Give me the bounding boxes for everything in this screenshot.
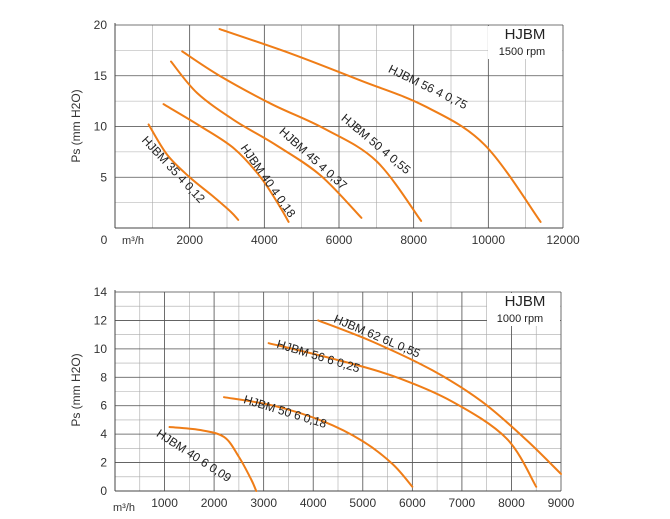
- x-tick-label: 8000: [400, 233, 427, 247]
- x-tick-label: 9000: [548, 496, 575, 510]
- series-label-0: HJBM 35 4 0,12: [139, 133, 208, 206]
- series-line-3: [181, 50, 423, 222]
- chart-1500rpm: 5 10 15 20 0 2000 4000 6000 8000 10000 12000 m³/h Ps…: [69, 18, 580, 247]
- series-line-1: [223, 396, 414, 488]
- y-tick-label: 5: [100, 170, 107, 184]
- chart-1000rpm: 0 2 4 6 8 10 12 14 1000 2000 3000 4000 5000 6000 7000 8…: [69, 285, 575, 514]
- y-axis-label: Ps (mm H2O): [69, 353, 83, 426]
- y-tick-label: 12: [94, 313, 108, 327]
- series-label-1: HJBM 50 6 0,18: [242, 392, 329, 431]
- x-tick-label: 7000: [449, 496, 476, 510]
- x-tick-label: 8000: [498, 496, 525, 510]
- x-tick-label: 4000: [251, 233, 278, 247]
- series-line-0: [168, 426, 258, 492]
- y-tick-label: 20: [94, 18, 108, 32]
- series-line-2: [170, 60, 363, 219]
- x-tick-label: 2000: [201, 496, 228, 510]
- series-line-4: [218, 28, 542, 223]
- x-tick-label: 2000: [176, 233, 203, 247]
- y-tick-label: 2: [100, 456, 107, 470]
- series-line-0: [147, 123, 240, 221]
- x-unit-label: m³/h: [122, 235, 144, 247]
- x-tick-label: 6000: [399, 496, 426, 510]
- y-tick-label: 10: [94, 342, 108, 356]
- x-tick-label: 10000: [472, 233, 506, 247]
- y-tick-label: 10: [94, 120, 108, 134]
- y-tick-label: 0: [100, 484, 107, 498]
- x-tick-label: 5000: [349, 496, 376, 510]
- title-box: [488, 26, 562, 59]
- y-tick-label: 14: [94, 285, 108, 299]
- y-tick-label: 8: [100, 370, 107, 384]
- y-tick-label: 4: [100, 427, 107, 441]
- x-tick-label: 0: [101, 233, 108, 247]
- series-label-3: HJBM 62 6L 0,55: [332, 312, 423, 361]
- series-line-3: [317, 319, 562, 475]
- x-tick-label: 1000: [151, 496, 178, 510]
- y-tick-label: 6: [100, 399, 107, 413]
- x-tick-label: 6000: [326, 233, 353, 247]
- x-tick-label: 12000: [546, 233, 580, 247]
- x-tick-label: 3000: [250, 496, 277, 510]
- chart-subtitle: 1000 rpm: [497, 313, 543, 325]
- series-label-4: HJBM 56 4 0,75: [386, 62, 470, 112]
- title-box: [487, 293, 560, 326]
- y-tick-label: 15: [94, 69, 108, 83]
- chart-title: HJBM: [505, 293, 546, 310]
- x-unit-label: m³/h: [113, 502, 135, 514]
- y-axis-label: Ps (mm H2O): [69, 89, 83, 162]
- chart-subtitle: 1500 rpm: [499, 46, 545, 58]
- x-tick-label: 4000: [300, 496, 327, 510]
- chart-title: HJBM: [505, 26, 546, 43]
- series-line-2: [267, 342, 538, 488]
- series-line-1: [162, 103, 290, 223]
